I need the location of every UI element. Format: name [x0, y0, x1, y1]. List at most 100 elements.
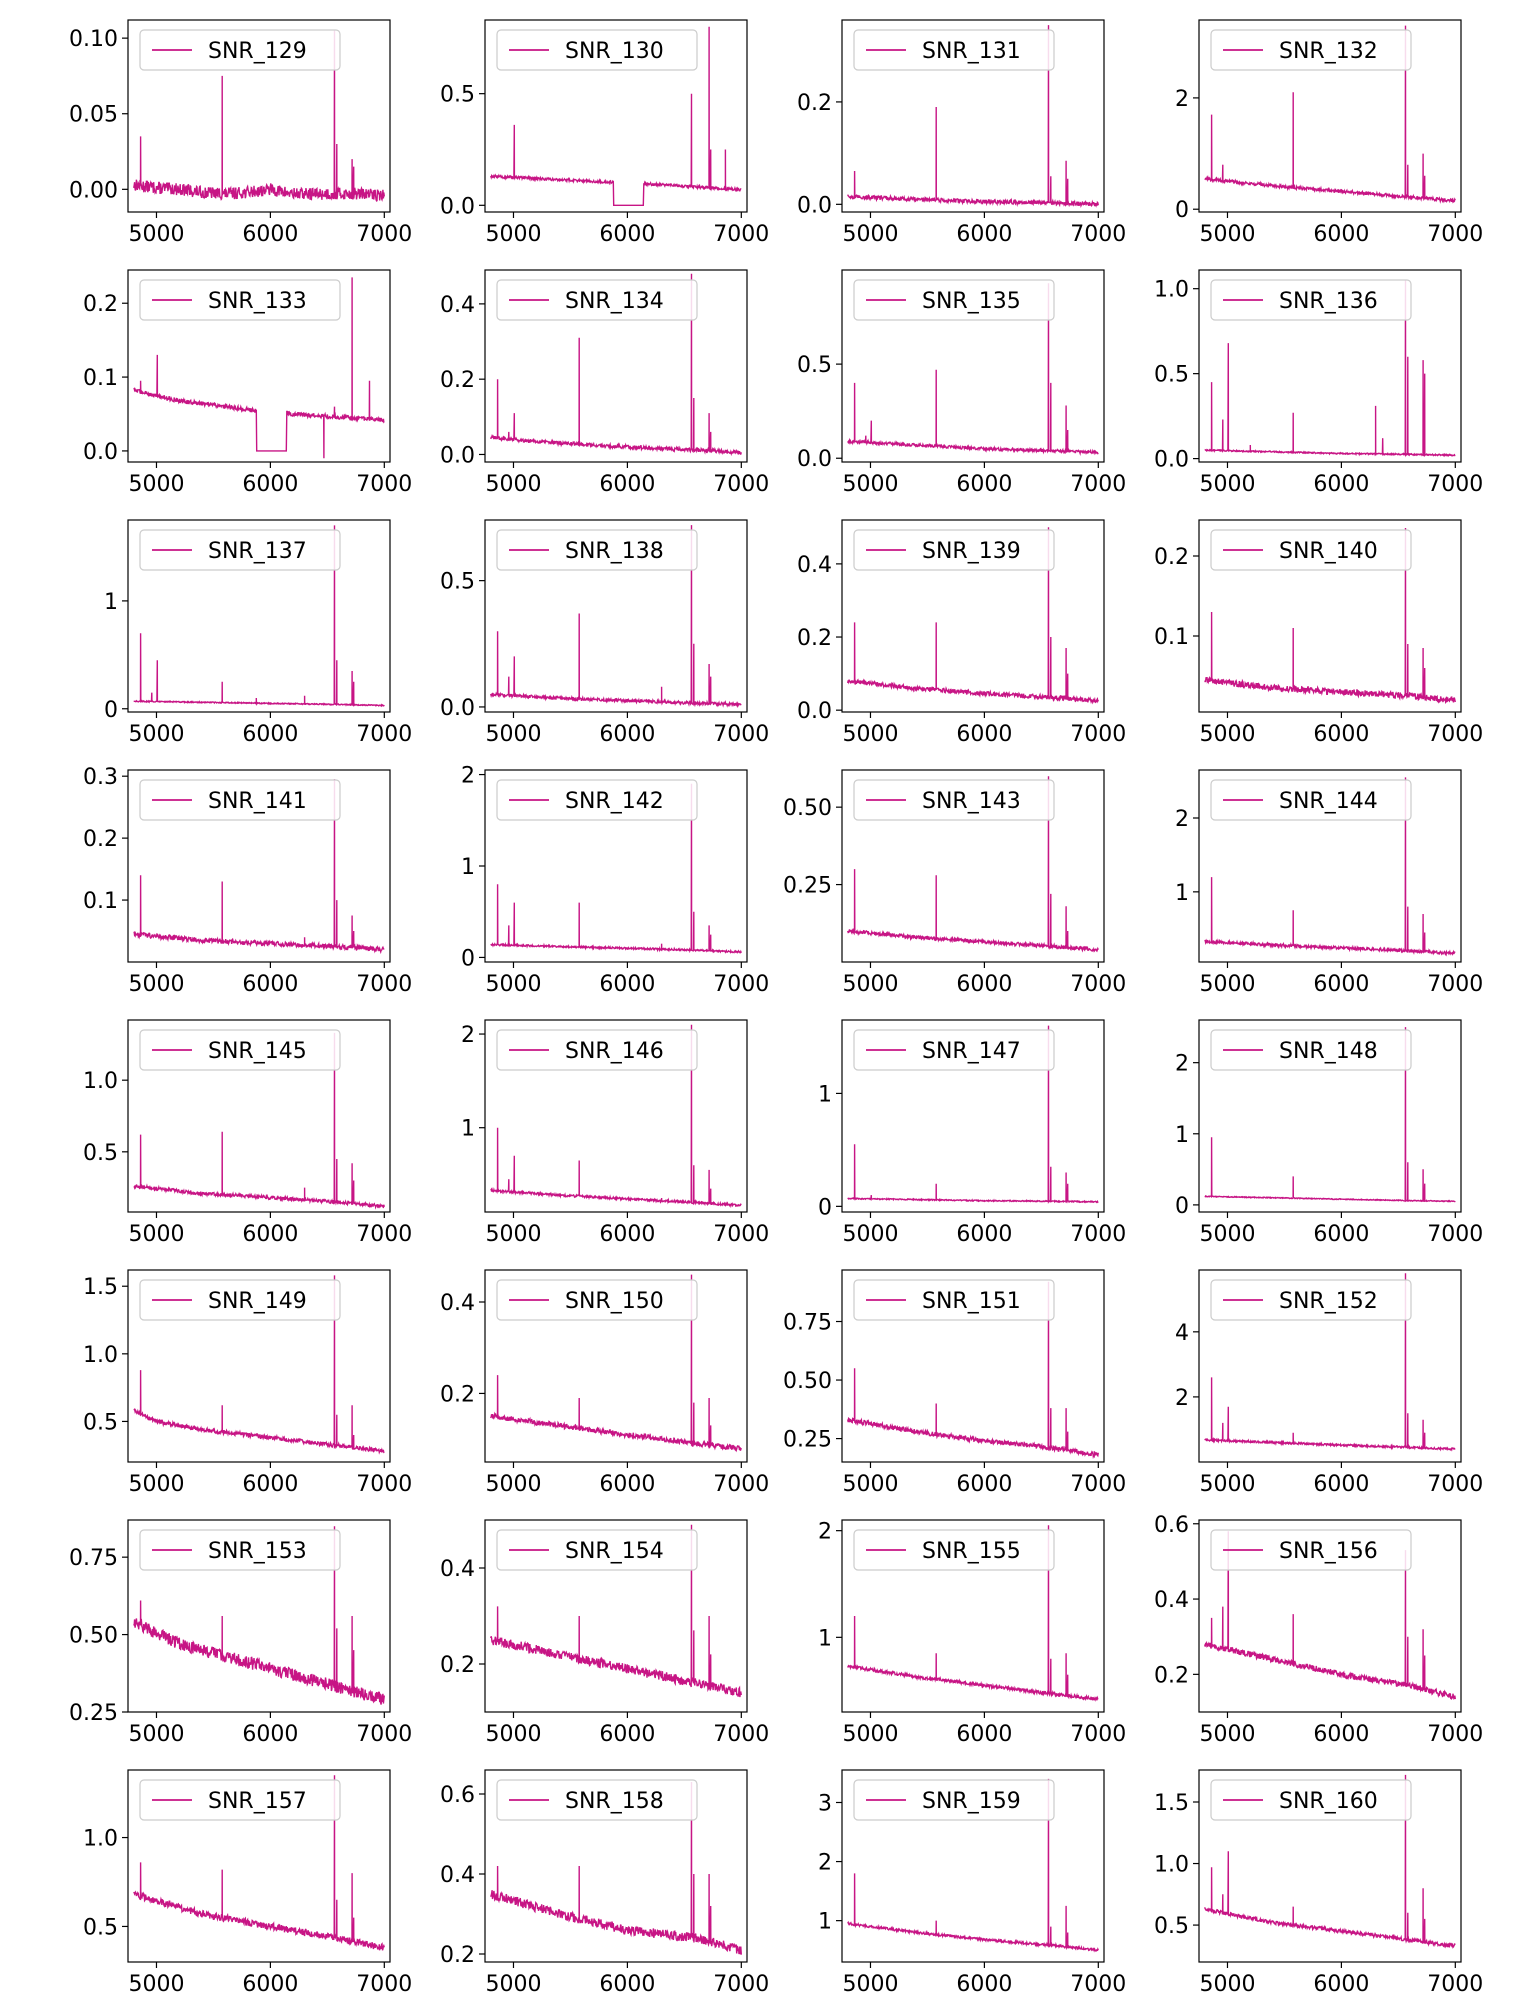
spectrum-line-SNR_130	[490, 26, 742, 206]
y-tick-label: 2	[461, 1023, 475, 1048]
y-tick-label: 0.2	[83, 827, 118, 852]
y-tick-label: 0.4	[440, 293, 475, 318]
x-tick-label: 6000	[1313, 1472, 1369, 1497]
legend: SNR_154	[496, 1529, 698, 1571]
x-tick-label: 5000	[1199, 222, 1255, 247]
y-tick-label: 0.25	[783, 1428, 832, 1453]
x-tick-label: 6000	[1313, 722, 1369, 747]
legend: SNR_156	[1210, 1529, 1412, 1571]
y-tick-label: 2	[1175, 87, 1189, 112]
y-tick-label: 1.0	[83, 1343, 118, 1368]
x-tick-label: 5000	[485, 722, 541, 747]
legend: SNR_158	[496, 1779, 698, 1821]
spectrum-line-SNR_159	[847, 1778, 1099, 1953]
spectrum-line-SNR_143	[847, 776, 1099, 953]
legend: SNR_135	[853, 279, 1055, 321]
legend: SNR_141	[139, 779, 341, 821]
legend-label: SNR_129	[208, 39, 307, 64]
spectrum-line-SNR_132	[1204, 25, 1456, 204]
legend-label: SNR_132	[1279, 39, 1378, 64]
axes-frame	[841, 1019, 1105, 1213]
x-tick-label: 7000	[713, 222, 769, 247]
legend: SNR_140	[1210, 529, 1412, 571]
legend-label: SNR_152	[1279, 1289, 1378, 1314]
x-tick-label: 5000	[842, 1972, 898, 1996]
legend-box	[139, 279, 341, 321]
spectrum-line-SNR_135	[847, 283, 1099, 457]
legend: SNR_151	[853, 1279, 1055, 1321]
x-tick-label: 5000	[842, 1472, 898, 1497]
legend-box	[853, 1029, 1055, 1071]
x-tick-label: 6000	[242, 1472, 298, 1497]
y-tick-label: 0.75	[783, 1311, 832, 1336]
y-tick-label: 1	[104, 590, 118, 615]
legend: SNR_136	[1210, 279, 1412, 321]
x-tick-label: 7000	[713, 722, 769, 747]
y-tick-label: 0.5	[797, 353, 832, 378]
legend-label: SNR_142	[565, 789, 664, 814]
legend-label: SNR_138	[565, 539, 664, 564]
x-tick-label: 6000	[956, 472, 1012, 497]
spectrum-line-SNR_142	[490, 783, 742, 954]
spectrum-line-SNR_129	[133, 30, 385, 202]
x-tick-label: 7000	[1427, 1222, 1483, 1247]
legend-label: SNR_140	[1279, 539, 1378, 564]
subplot-SNR_136: 5000 6000 7000 0.0 0.5 1.0 SNR_136	[1154, 269, 1483, 497]
axes-frame	[127, 1769, 391, 1963]
legend-box	[853, 1779, 1055, 1821]
y-tick-label: 0.0	[797, 193, 832, 218]
x-tick-label: 6000	[242, 472, 298, 497]
y-tick-label: 1	[461, 1117, 475, 1142]
axes-frame	[841, 19, 1105, 213]
x-tick-label: 6000	[599, 1472, 655, 1497]
x-tick-label: 7000	[1070, 1222, 1126, 1247]
x-tick-label: 5000	[485, 972, 541, 997]
x-tick-label: 7000	[356, 472, 412, 497]
y-tick-label: 0.75	[69, 1546, 118, 1571]
spectrum-line-SNR_144	[1204, 777, 1456, 957]
y-tick-label: 4	[1175, 1321, 1189, 1346]
legend: SNR_129	[139, 29, 341, 71]
spectrum-line-SNR_153	[133, 1526, 385, 1705]
axes-frame	[127, 269, 391, 463]
legend-box	[1210, 1029, 1412, 1071]
x-tick-label: 5000	[1199, 472, 1255, 497]
y-tick-label: 0.4	[440, 1863, 475, 1888]
y-tick-label: 0.2	[440, 1943, 475, 1968]
subplot-SNR_156: 5000 6000 7000 0.2 0.4 0.6 SNR_156	[1154, 1513, 1483, 1747]
x-tick-label: 6000	[956, 722, 1012, 747]
legend: SNR_150	[496, 1279, 698, 1321]
x-tick-label: 6000	[242, 222, 298, 247]
subplot-SNR_138: 5000 6000 7000 0.0 0.5 SNR_138	[440, 519, 769, 747]
x-tick-label: 5000	[485, 1972, 541, 1996]
spectrum-line-SNR_146	[490, 1024, 742, 1209]
spectrum-line-SNR_148	[1204, 1027, 1456, 1203]
legend: SNR_160	[1210, 1779, 1412, 1821]
subplot-SNR_154: 5000 6000 7000 0.2 0.4 SNR_154	[440, 1519, 769, 1747]
x-tick-label: 5000	[842, 1722, 898, 1747]
y-tick-label: 1	[1175, 881, 1189, 906]
legend: SNR_149	[139, 1279, 341, 1321]
subplot-SNR_130: 5000 6000 7000 0.0 0.5 SNR_130	[440, 19, 769, 247]
spectrum-line-SNR_156	[1204, 1531, 1456, 1700]
legend: SNR_131	[853, 29, 1055, 71]
subplot-SNR_148: 5000 6000 7000 0 1 2 SNR_148	[1175, 1019, 1483, 1247]
x-tick-label: 6000	[1313, 472, 1369, 497]
subplot-SNR_129: 5000 6000 7000 0.00 0.05 0.10 SNR_129	[69, 19, 412, 247]
y-tick-label: 0.5	[83, 1915, 118, 1940]
subplot-SNR_144: 5000 6000 7000 1 2 SNR_144	[1175, 769, 1483, 997]
legend-label: SNR_133	[208, 289, 307, 314]
x-tick-label: 5000	[485, 222, 541, 247]
y-tick-label: 0	[461, 946, 475, 971]
legend: SNR_155	[853, 1529, 1055, 1571]
legend-label: SNR_158	[565, 1789, 664, 1814]
x-tick-label: 6000	[1313, 1972, 1369, 1996]
legend-label: SNR_150	[565, 1289, 664, 1314]
y-tick-label: 1.5	[83, 1275, 118, 1300]
legend-box	[496, 279, 698, 321]
legend-box	[1210, 279, 1412, 321]
legend: SNR_130	[496, 29, 698, 71]
x-tick-label: 6000	[956, 1472, 1012, 1497]
axes-frame	[127, 769, 391, 963]
x-tick-label: 7000	[713, 472, 769, 497]
